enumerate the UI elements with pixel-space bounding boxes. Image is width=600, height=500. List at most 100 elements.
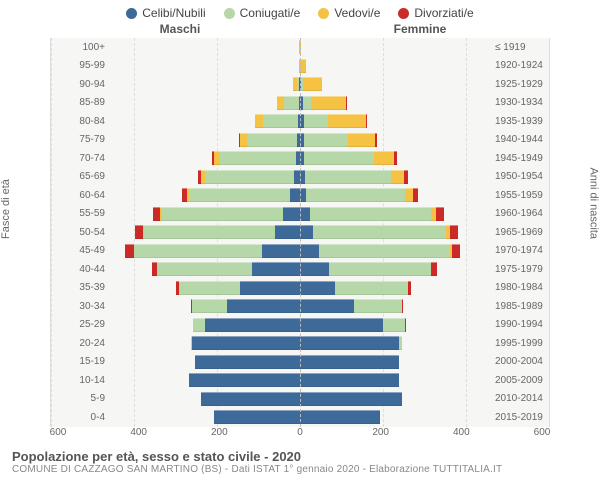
birth-label: 1940-1944 [491, 134, 549, 145]
female-bar [300, 96, 491, 110]
bar-segment [162, 207, 283, 221]
x-axis: 6004002000200400600 [58, 427, 542, 443]
male-bar [109, 281, 300, 295]
bar-segment [201, 392, 300, 406]
male-bar [109, 40, 300, 54]
age-label: 35-39 [51, 282, 109, 293]
female-bar [300, 262, 491, 276]
bar-segment [304, 151, 374, 165]
female-bar [300, 40, 491, 54]
yaxis-left-label: Fasce di età [0, 179, 12, 239]
bar-segment [450, 225, 459, 239]
birth-label: 1975-1979 [491, 264, 549, 275]
center-line [300, 38, 301, 427]
birth-label: 1925-1929 [491, 79, 549, 90]
bar-segment [436, 207, 444, 221]
bar-segment [135, 225, 143, 239]
legend-item: Coniugati/e [224, 6, 301, 20]
female-bar [300, 133, 491, 147]
age-label: 75-79 [51, 134, 109, 145]
bar-segment [304, 133, 349, 147]
male-bar [109, 170, 300, 184]
bar-segment [394, 151, 397, 165]
birth-label: 1930-1934 [491, 97, 549, 108]
male-bar [109, 355, 300, 369]
bar-segment [383, 318, 405, 332]
male-bar [109, 77, 300, 91]
birth-label: 1945-1949 [491, 153, 549, 164]
male-bar [109, 133, 300, 147]
bar-segment [431, 262, 437, 276]
bar-segment [300, 299, 354, 313]
birth-label: 2005-2009 [491, 375, 549, 386]
birth-label: 1990-1994 [491, 319, 549, 330]
female-bar [300, 392, 491, 406]
birth-label: 1970-1974 [491, 245, 549, 256]
male-bar [109, 299, 300, 313]
bar-segment [157, 262, 253, 276]
female-bar [300, 373, 491, 387]
bar-segment [214, 410, 300, 424]
bar-segment [300, 207, 310, 221]
female-bar [300, 114, 491, 128]
birth-label: 1965-1969 [491, 227, 549, 238]
bar-segment [329, 262, 431, 276]
bar-segment [189, 373, 300, 387]
bar-segment [300, 244, 319, 258]
birth-label: 1950-1954 [491, 171, 549, 182]
age-label: 90-94 [51, 79, 109, 90]
x-tick: 400 [453, 427, 470, 438]
bar-segment [247, 133, 298, 147]
male-bar [109, 151, 300, 165]
bar-segment [300, 318, 383, 332]
legend: Celibi/NubiliConiugati/eVedovi/eDivorzia… [0, 0, 600, 22]
gender-headers: Maschi Femmine [0, 22, 600, 36]
age-label: 0-4 [51, 412, 109, 423]
male-bar [109, 336, 300, 350]
female-bar [300, 188, 491, 202]
chart: Fasce di età Anni di nascita 100+≤ 19199… [0, 36, 600, 443]
footer-title: Popolazione per età, sesso e stato civil… [12, 449, 588, 464]
female-bar [300, 77, 491, 91]
bar-segment [391, 170, 404, 184]
birth-label: 2015-2019 [491, 412, 549, 423]
male-bar [109, 410, 300, 424]
bar-segment [306, 188, 405, 202]
bar-segment [374, 151, 393, 165]
bar-segment [402, 299, 403, 313]
female-bar [300, 336, 491, 350]
bar-segment [227, 299, 300, 313]
birth-label: 1960-1964 [491, 208, 549, 219]
x-tick: 600 [534, 427, 551, 438]
bar-segment [144, 225, 275, 239]
bar-segment [205, 170, 294, 184]
age-label: 80-84 [51, 116, 109, 127]
header-male: Maschi [60, 22, 300, 36]
bar-segment [153, 207, 160, 221]
footer: Popolazione per età, sesso e stato civil… [0, 443, 600, 483]
bar-segment [189, 188, 291, 202]
bar-segment [252, 262, 300, 276]
male-bar [109, 188, 300, 202]
bar-segment [452, 244, 460, 258]
birth-label: 1985-1989 [491, 301, 549, 312]
bar-segment [408, 281, 411, 295]
age-label: 85-89 [51, 97, 109, 108]
legend-label: Divorziati/e [414, 6, 473, 20]
bar-segment [405, 188, 413, 202]
bar-segment [300, 59, 306, 73]
age-label: 10-14 [51, 375, 109, 386]
bar-segment [335, 281, 408, 295]
female-bar [300, 299, 491, 313]
bar-segment [303, 77, 322, 91]
age-label: 60-64 [51, 190, 109, 201]
bar-segment [300, 225, 313, 239]
birth-label: 2000-2004 [491, 356, 549, 367]
male-bar [109, 207, 300, 221]
age-label: 40-44 [51, 264, 109, 275]
age-label: 45-49 [51, 245, 109, 256]
female-bar [300, 207, 491, 221]
birth-label: 1995-1999 [491, 338, 549, 349]
bar-segment [300, 392, 402, 406]
age-label: 5-9 [51, 393, 109, 404]
